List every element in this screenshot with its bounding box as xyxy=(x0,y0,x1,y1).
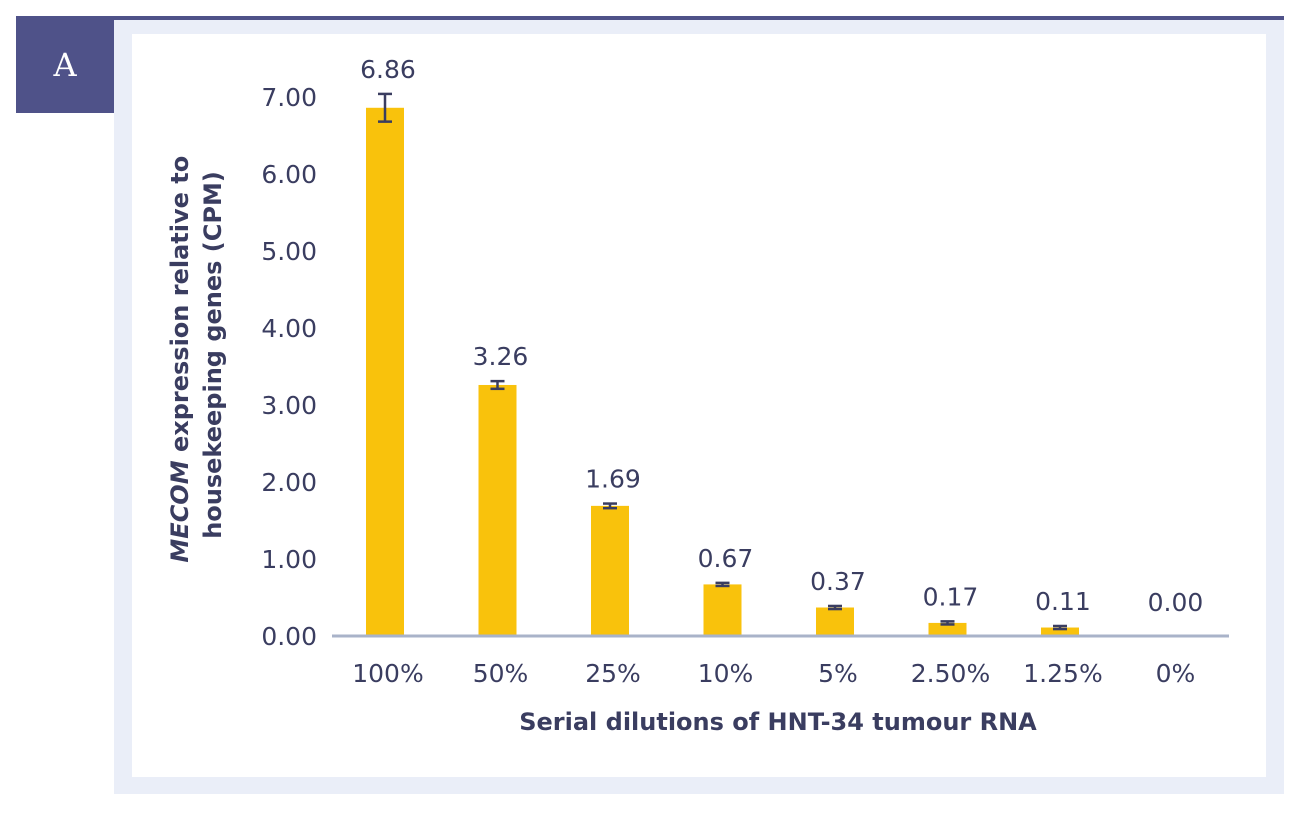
x-tick-label: 100% xyxy=(352,659,423,688)
x-axis-title: Serial dilutions of HNT-34 tumour RNA xyxy=(519,708,1037,736)
y-axis-title: MECOM expression relative to housekeepin… xyxy=(166,147,227,562)
error-bar xyxy=(378,92,392,123)
data-label: 1.69 xyxy=(585,465,641,494)
bar xyxy=(928,622,967,636)
data-label: 0.67 xyxy=(698,544,754,573)
bar xyxy=(591,505,629,636)
y-tick-label: 3.00 xyxy=(261,391,317,420)
y-tick-label: 1.00 xyxy=(261,545,317,574)
error-bars xyxy=(378,92,1067,631)
data-label: 0.00 xyxy=(1148,588,1204,617)
data-label: 0.11 xyxy=(1035,587,1091,616)
chart-panel xyxy=(132,34,1266,777)
bar xyxy=(703,584,742,636)
bar xyxy=(366,107,404,636)
x-tick-label: 25% xyxy=(585,659,641,688)
bar xyxy=(478,384,517,636)
bars xyxy=(366,107,1079,636)
x-tick-label: 2.50% xyxy=(911,659,990,688)
y-tick-label: 4.00 xyxy=(261,314,317,343)
error-bar xyxy=(490,379,505,391)
data-label: 3.26 xyxy=(473,342,529,371)
x-tick-label: 1.25% xyxy=(1023,659,1102,688)
x-tick-label: 50% xyxy=(473,659,529,688)
x-axis-ticks: 100% 50% 25% 10% 5% 2.50% 1.25% 0% xyxy=(352,659,1195,688)
y-axis-title-gene: MECOM xyxy=(166,460,194,562)
y-tick-label: 7.00 xyxy=(261,83,317,112)
y-axis-title-line-1-rest: expression relative to xyxy=(166,156,194,461)
error-bar xyxy=(603,502,617,510)
y-tick-label: 5.00 xyxy=(261,237,317,266)
bar xyxy=(1041,627,1079,636)
x-tick-label: 5% xyxy=(818,659,858,688)
data-label: 0.37 xyxy=(810,567,866,596)
y-tick-label: 0.00 xyxy=(261,622,317,651)
error-bar xyxy=(828,604,842,611)
error-bar xyxy=(1053,624,1067,631)
y-tick-label: 2.00 xyxy=(261,468,317,497)
y-tick-label: 6.00 xyxy=(261,160,317,189)
bar xyxy=(816,607,854,636)
value-labels: 6.86 3.26 1.69 0.67 0.37 0.17 0.11 0.00 xyxy=(360,55,1203,617)
x-tick-label: 0% xyxy=(1156,659,1196,688)
y-axis-title-line-2: housekeeping genes (CPM) xyxy=(199,171,227,539)
x-tick-label: 10% xyxy=(698,659,754,688)
data-label: 6.86 xyxy=(360,55,416,84)
error-bar xyxy=(715,581,730,588)
error-bar xyxy=(940,620,955,626)
data-label: 0.17 xyxy=(923,582,979,611)
y-axis-title-line-1: MECOM expression relative to xyxy=(166,147,194,562)
panel-label: A xyxy=(16,16,114,113)
y-axis-ticks: 0.00 1.00 2.00 3.00 4.00 5.00 6.00 7.00 xyxy=(261,83,317,651)
